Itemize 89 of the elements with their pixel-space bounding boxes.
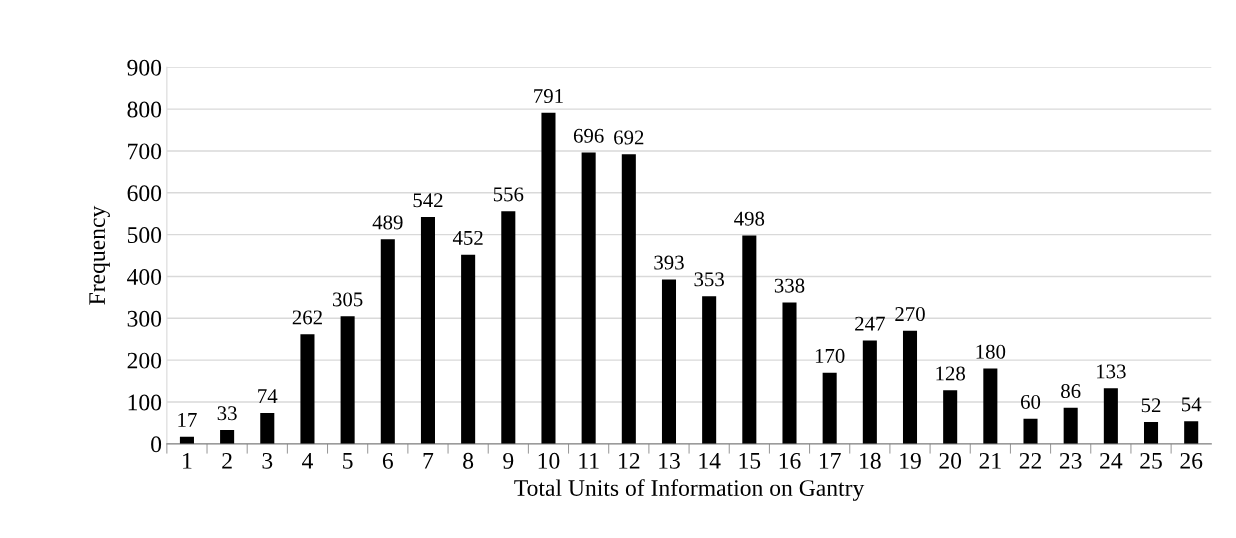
data-label: 692: [614, 130, 644, 145]
bar: [420, 217, 435, 444]
bar: [943, 390, 958, 444]
bar: [822, 372, 837, 444]
x-tick-label: 18: [860, 452, 881, 469]
y-tick-label: 100: [128, 394, 162, 411]
x-tick-label: 13: [659, 452, 680, 469]
data-label: 128: [936, 366, 966, 381]
bar: [581, 152, 596, 444]
data-label: 262: [292, 310, 322, 325]
x-tick-label: 17: [819, 452, 841, 469]
y-tick-label: 900: [127, 59, 162, 76]
bar: [220, 430, 235, 444]
data-label: 791: [534, 89, 563, 104]
x-tick-label: 22: [1019, 452, 1042, 469]
bar: [782, 302, 797, 444]
bar: [742, 235, 757, 444]
data-label: 86: [1061, 384, 1081, 399]
y-tick-label: 300: [127, 310, 162, 327]
y-tick-label: 800: [127, 101, 162, 118]
x-tick-label: 25: [1140, 452, 1162, 469]
x-tick-label: 8: [463, 452, 474, 469]
x-tick-label: 15: [739, 452, 761, 469]
data-label: 542: [413, 193, 443, 208]
x-tick-label: 16: [779, 452, 801, 469]
bar: [461, 254, 476, 444]
bar: [541, 112, 556, 444]
bar: [702, 296, 717, 444]
data-label: 696: [573, 128, 604, 143]
bar: [1103, 388, 1118, 444]
data-label: 393: [654, 255, 684, 270]
bar: [380, 239, 395, 444]
y-tick-label: 0: [151, 436, 162, 453]
x-tick-label: 6: [382, 452, 393, 469]
x-tick-label: 7: [423, 453, 434, 469]
x-tick-label: 2: [222, 452, 232, 469]
x-axis-title: Total Units of Information on Gantry: [514, 479, 865, 501]
bar: [260, 412, 275, 444]
x-tick-label: 10: [538, 452, 560, 469]
y-tick-label: 600: [127, 185, 162, 202]
bar: [661, 279, 677, 444]
x-tick-label: 11: [579, 452, 599, 469]
x-tick-label: 3: [262, 452, 273, 469]
data-label: 33: [217, 406, 237, 421]
data-label: 180: [976, 344, 1006, 359]
data-label: 556: [493, 187, 524, 202]
x-tick-label: 4: [302, 453, 313, 469]
bar: [1023, 418, 1038, 444]
data-label: 170: [815, 348, 845, 363]
x-tick-label: 1: [183, 452, 192, 469]
data-label: 338: [774, 278, 805, 293]
data-label: 60: [1020, 394, 1041, 409]
data-label: 489: [372, 215, 403, 230]
data-label: 54: [1181, 397, 1202, 412]
y-tick-label: 200: [127, 352, 162, 369]
x-tick-label: 26: [1180, 452, 1203, 469]
data-label: 52: [1141, 398, 1161, 413]
bar: [1144, 422, 1159, 444]
data-label: 305: [333, 292, 363, 307]
data-label: 452: [452, 230, 483, 245]
data-label: 17: [178, 412, 197, 427]
data-label: 74: [258, 389, 278, 403]
y-tick-label: 700: [128, 143, 162, 160]
bar: [501, 211, 516, 444]
x-tick-label: 23: [1059, 452, 1082, 469]
bar: [340, 316, 355, 444]
data-label: 353: [694, 272, 724, 287]
bar: [621, 154, 636, 444]
x-tick-label: 12: [619, 452, 640, 469]
x-tick-label: 21: [979, 452, 1001, 469]
x-tick-label: 9: [503, 452, 514, 469]
bar: [300, 334, 315, 444]
x-tick-label: 24: [1100, 452, 1123, 469]
x-tick-label: 14: [699, 452, 721, 469]
data-label: 133: [1097, 364, 1126, 379]
y-axis-title: Frequency: [89, 205, 110, 305]
y-tick-label: 400: [127, 268, 162, 285]
bar: [1063, 407, 1078, 444]
data-label: 247: [855, 316, 885, 331]
bar: [902, 330, 918, 444]
x-tick-label: 20: [939, 452, 962, 469]
x-tick-label: 19: [900, 452, 921, 469]
bar: [862, 340, 877, 444]
x-tick-label: 5: [343, 453, 353, 469]
y-tick-label: 500: [127, 227, 162, 244]
data-label: 270: [895, 307, 925, 322]
bar: [1184, 421, 1199, 444]
bar: [983, 368, 998, 444]
data-label: 498: [734, 211, 765, 226]
